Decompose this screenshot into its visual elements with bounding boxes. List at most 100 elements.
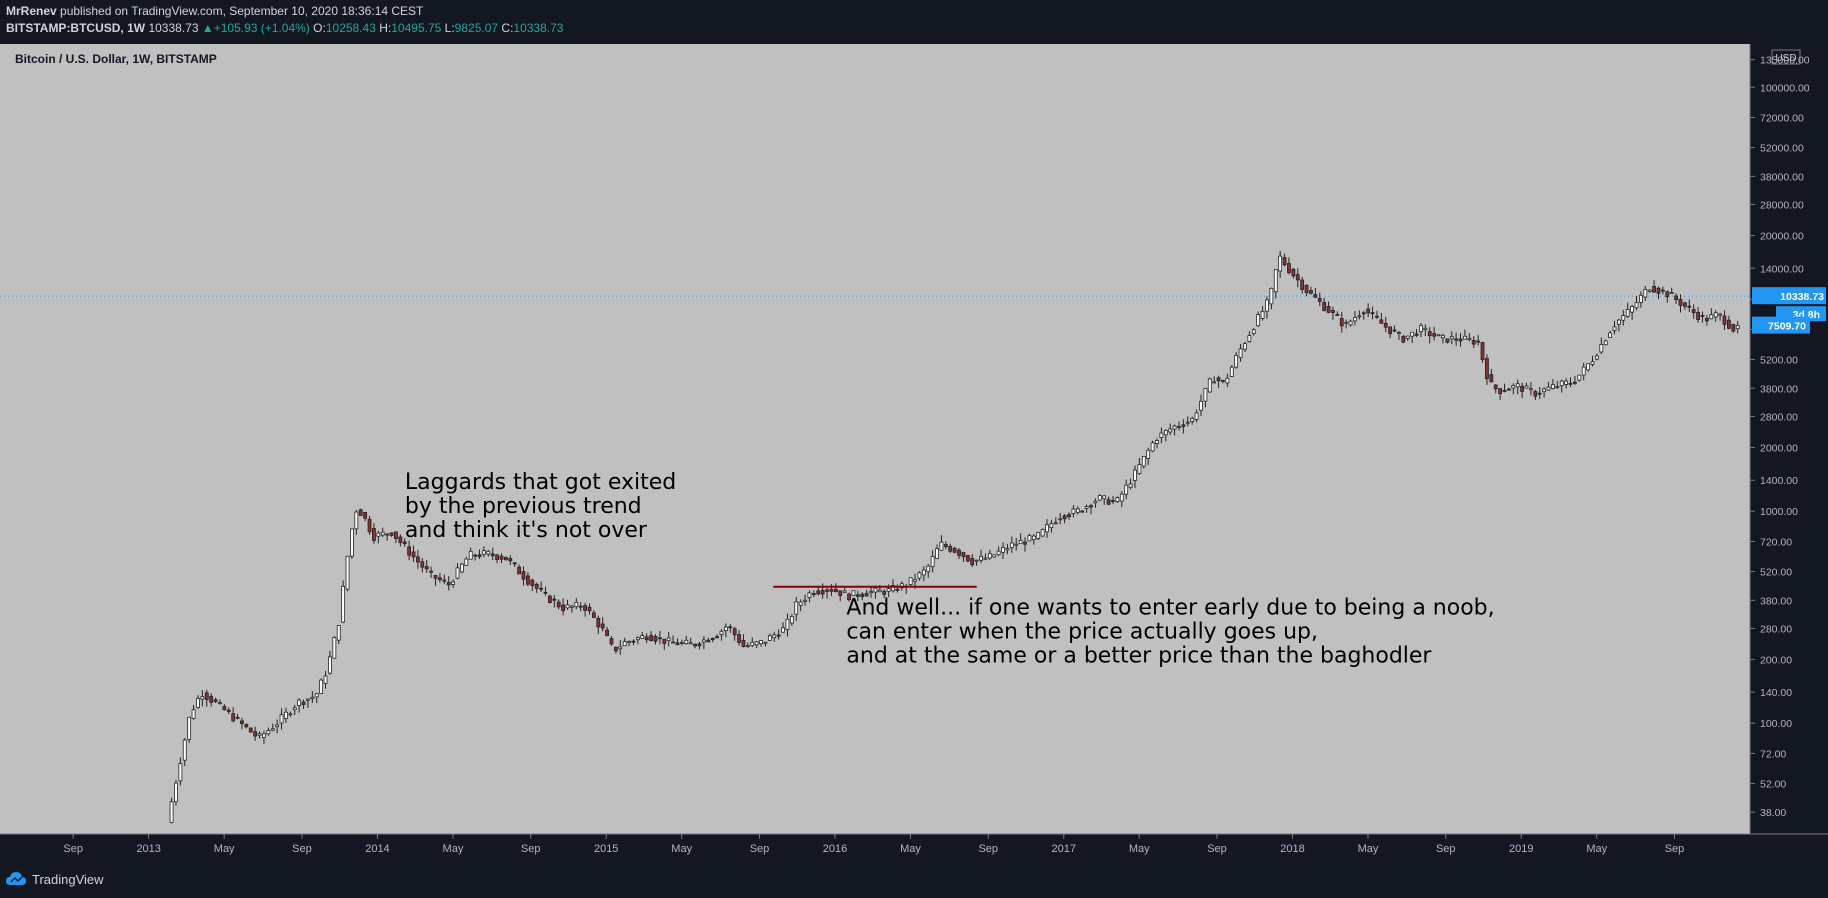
annotation-line[interactable]: Laggards that got exited: [405, 470, 676, 495]
candle-body: [943, 544, 948, 548]
candle-body: [1564, 380, 1569, 385]
candle-body: [1718, 313, 1722, 316]
y-tick-label: 20000.00: [1760, 230, 1804, 242]
candle-body: [970, 557, 975, 566]
annotation-line[interactable]: and at the same or a better price than t…: [846, 644, 1432, 669]
time-axis-panel: [0, 834, 1828, 866]
candle-body: [811, 593, 816, 595]
candle-body: [728, 626, 733, 629]
candle-body: [1247, 335, 1252, 342]
x-tick-label: May: [1586, 843, 1607, 855]
y-tick-label: 5200.00: [1760, 354, 1798, 366]
candle-body: [723, 626, 728, 631]
candle-body: [635, 637, 640, 641]
candle-body: [591, 612, 596, 618]
candle-body: [1194, 412, 1199, 420]
annotation-line[interactable]: by the previous trend: [405, 494, 642, 519]
tradingview-brand: TradingView: [32, 871, 104, 887]
candle-body: [1660, 289, 1665, 292]
candle-body: [886, 588, 891, 592]
author-name[interactable]: MrRenev: [6, 4, 57, 18]
candle-body: [433, 575, 438, 579]
candle-body: [561, 604, 565, 612]
candle-body: [460, 563, 464, 573]
candle-body: [1102, 495, 1107, 500]
candle-body: [710, 638, 715, 641]
candle-body: [838, 590, 843, 596]
x-tick-label: Sep: [978, 843, 998, 855]
candle-body: [1181, 424, 1186, 427]
candle-body: [1634, 302, 1639, 309]
candle-body: [1704, 318, 1709, 322]
candle-body: [1529, 388, 1533, 391]
candle-series: [169, 250, 1740, 824]
price-chart[interactable]: Bitcoin / U.S. Dollar, 1W, BITSTAMP USD …: [0, 44, 1828, 866]
candle-body: [864, 592, 869, 597]
y-tick-label: 72.00: [1760, 748, 1786, 760]
low-label: L:: [444, 21, 455, 35]
candle-body: [719, 630, 724, 635]
candle-body: [521, 571, 526, 580]
candle-body: [1577, 374, 1582, 381]
candle-body: [1018, 539, 1023, 544]
candle-body: [270, 728, 275, 731]
candle-body: [1075, 508, 1080, 513]
candle-body: [328, 656, 332, 674]
symbol-name: BITSTAMP:BTCUSD, 1W: [6, 21, 146, 35]
candle-body: [569, 605, 574, 608]
candle-body: [578, 605, 583, 608]
candle-body: [477, 554, 482, 558]
candle-body: [200, 696, 205, 700]
x-tick-label: 2018: [1280, 843, 1304, 855]
candle-body: [367, 518, 372, 533]
tradingview-footer[interactable]: TradingView: [6, 868, 104, 890]
candle-body: [424, 566, 429, 570]
candle-body: [957, 549, 961, 556]
y-tick-label: 1400.00: [1760, 475, 1798, 487]
candle-body: [1511, 384, 1516, 389]
last-price-badge: [1752, 287, 1826, 305]
candle-body: [319, 679, 324, 694]
candle-body: [1036, 532, 1041, 539]
candle-body: [191, 709, 196, 719]
candle-body: [486, 550, 491, 555]
candle-body: [1216, 377, 1221, 382]
annotation-line[interactable]: can enter when the price actually goes u…: [846, 620, 1318, 645]
candle-body: [323, 675, 328, 684]
candle-body: [1273, 269, 1278, 293]
y-tick-label: 720.00: [1760, 536, 1792, 548]
candle-body: [306, 698, 310, 701]
candle-body: [684, 639, 689, 644]
published-text: published on TradingView.com, September …: [60, 4, 424, 18]
candle-body: [275, 724, 280, 728]
price-badge-low: [1752, 316, 1810, 334]
candle-body: [411, 551, 416, 558]
candle-body: [1445, 338, 1450, 343]
y-tick-label: 520.00: [1760, 566, 1792, 578]
candle-body: [1555, 386, 1560, 388]
candle-body: [222, 706, 227, 711]
candle-body: [512, 562, 517, 565]
candle-body: [1326, 306, 1331, 313]
chart-area[interactable]: Bitcoin / U.S. Dollar, 1W, BITSTAMP USD …: [0, 44, 1828, 866]
annotation-line[interactable]: and think it's not over: [405, 518, 648, 543]
candle-body: [1568, 382, 1573, 385]
candle-body: [1335, 314, 1340, 316]
time-axis[interactable]: Sep 2013 May Sep 2014 May Sep 2015 May Sep 2016 May…: [63, 834, 1684, 855]
candle-body: [253, 731, 258, 737]
candle-body: [279, 714, 284, 724]
candle-body: [767, 635, 772, 641]
candle-body: [407, 546, 412, 556]
annotation-line[interactable]: And well... if one wants to enter early …: [846, 596, 1494, 621]
low-value: 9825.07: [454, 21, 499, 35]
price-axis[interactable]: 38.00 52.00 72.00 100.00 140.00 200.00 280.00 3…: [1750, 55, 1810, 820]
candle-body: [745, 645, 750, 648]
candle-body: [1093, 500, 1098, 504]
candle-body: [1507, 388, 1511, 391]
currency-label: USD: [1775, 53, 1796, 64]
candle-body: [1665, 291, 1670, 298]
candle-body: [1163, 429, 1168, 436]
candle-body: [737, 634, 741, 643]
candle-body: [1071, 508, 1076, 514]
